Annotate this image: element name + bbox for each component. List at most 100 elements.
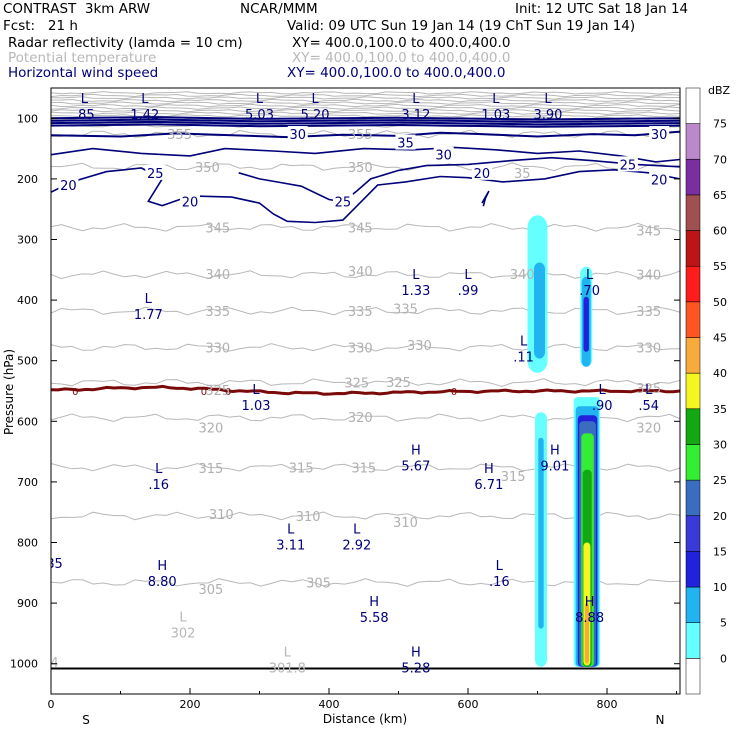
- colorbar-swatch: [685, 337, 701, 374]
- wind-contour-jet: [51, 116, 680, 121]
- wind-label-bg: [58, 176, 79, 192]
- field-wind-xy: XY= 400.0,100.0 to 400.0,400.0: [287, 65, 506, 81]
- theta-contour-upper: [51, 93, 680, 98]
- extremum-value-label: 8.88: [575, 611, 604, 626]
- theta-label: 340: [348, 265, 373, 280]
- wind-contour-25b: [238, 156, 680, 203]
- freezing-level-label: 0: [72, 387, 78, 398]
- extremum-value-label: .99: [458, 284, 479, 299]
- y-tick-label: 200: [17, 173, 38, 186]
- extremum-value-label: 301.8: [269, 661, 306, 676]
- theta-contour-upper: [51, 103, 680, 108]
- colorbar-swatch: [685, 372, 701, 410]
- extremum-value-label: 8.80: [148, 575, 177, 590]
- init-label: Init: 12 UTC Sat 18 Jan 14: [515, 1, 689, 17]
- colorbar-swatch: [685, 265, 701, 303]
- extremum-kind-label: H: [411, 645, 421, 660]
- theta-label: 345: [348, 221, 373, 236]
- y-tick-label: 300: [17, 234, 38, 247]
- colorbar-swatch: [685, 551, 701, 588]
- freezing-level-label: 0: [225, 387, 231, 398]
- wind-label-bg: [649, 126, 670, 142]
- theta-label: 345: [636, 224, 661, 239]
- wind-label-bg: [332, 193, 353, 209]
- extremum-kind-label: L: [287, 522, 295, 537]
- theta-label: 305: [198, 583, 223, 598]
- wind-label: 25: [335, 195, 352, 210]
- field-theta-name: Potential temperature: [8, 50, 157, 66]
- colorbar-swatch: [685, 87, 701, 124]
- theta-label: 310: [393, 516, 418, 531]
- wind-label: 20: [474, 167, 491, 182]
- field-theta-xy: XY= 400.0,100.0 to 400.0,400.0: [292, 50, 511, 66]
- extremum-value-label: 5.28: [401, 661, 430, 676]
- colorbar-level-label: 5: [720, 617, 727, 630]
- extremum-kind-label: L: [464, 268, 472, 283]
- wind-contour-jet: [51, 118, 680, 123]
- wind-label: 30: [651, 128, 668, 143]
- extremum-kind-label: L: [520, 335, 528, 350]
- x-tick-label: 0: [48, 698, 55, 711]
- extremum-kind-label: L: [81, 92, 89, 107]
- colorbar-swatch: [685, 194, 701, 231]
- extremum-value-label: .16: [148, 478, 169, 493]
- extremum-value-label: .85: [74, 108, 95, 123]
- colorbar-level-label: 75: [713, 118, 727, 131]
- extremum-value-label: 302: [171, 626, 196, 641]
- wind-label: 30: [289, 128, 306, 143]
- theta-label: 355: [348, 128, 373, 143]
- theta-label: 305: [306, 576, 331, 591]
- extremum-kind-label: L: [412, 268, 420, 283]
- extremum-value-label: 1.77: [134, 308, 163, 323]
- extremum-value-label: 5.58: [360, 611, 389, 626]
- theta-label: 330: [205, 341, 230, 356]
- colorbar-swatch: [685, 408, 701, 445]
- theta-label: 315: [351, 461, 376, 476]
- extremum-kind-label: H: [484, 462, 494, 477]
- wind-label-bg: [180, 193, 201, 209]
- theta-label: 315: [289, 461, 314, 476]
- extremum-value-label: 5.67: [401, 460, 430, 475]
- colorbar-swatch: [685, 479, 701, 516]
- colorbar-level-label: 70: [713, 153, 727, 166]
- extremum-value-label: 5.20: [301, 108, 330, 123]
- theta-label: 315: [198, 462, 223, 477]
- extremum-value-label: .54: [638, 399, 659, 414]
- colorbar-swatch: [685, 622, 701, 659]
- theta-contour-325: [51, 378, 680, 388]
- extremum-value-label: 3.11: [276, 538, 305, 553]
- theta-label: 335: [393, 303, 418, 318]
- theta-label: 320: [636, 421, 661, 436]
- extremum-kind-label: L: [544, 92, 552, 107]
- theta-contour-355: [51, 129, 680, 139]
- field-reflectivity-xy: XY= 400.0,100.0 to 400.0,400.0: [292, 35, 511, 51]
- theta-contour-upper: [51, 91, 680, 95]
- end-label-south: S: [82, 713, 90, 727]
- org-label: NCAR/MMM: [240, 1, 318, 17]
- extremum-value-label: .11: [513, 351, 534, 366]
- extremum-kind-label: H: [369, 595, 379, 610]
- field-wind-name: Horizontal wind speed: [8, 65, 159, 81]
- wind-label-bg: [471, 164, 492, 180]
- wind-label: 20: [651, 174, 668, 189]
- colorbar-level-label: 10: [713, 581, 727, 594]
- theta-label: 350: [195, 161, 220, 176]
- colorbar-swatch: [685, 586, 701, 623]
- wind-label: 35: [397, 137, 414, 152]
- extremum-kind-label: H: [157, 559, 167, 574]
- extremum-kind-label: L: [311, 92, 319, 107]
- extremum-value-label: 2.92: [342, 538, 371, 553]
- wind-label-bg: [395, 134, 416, 150]
- wind-label-bg: [287, 126, 308, 142]
- theta-label: 325: [344, 377, 369, 392]
- y-tick-label: 400: [17, 294, 38, 307]
- x-tick-label: 800: [597, 698, 618, 711]
- colorbar-level-label: 60: [713, 225, 727, 238]
- theta-contour-340: [51, 270, 680, 280]
- colorbar-level-label: 55: [713, 260, 727, 273]
- theta-contour-335: [51, 306, 680, 316]
- wind-contour-jet: [51, 120, 680, 126]
- extremum-value-label: 1.33: [401, 284, 430, 299]
- theta-contour-upper: [51, 98, 680, 103]
